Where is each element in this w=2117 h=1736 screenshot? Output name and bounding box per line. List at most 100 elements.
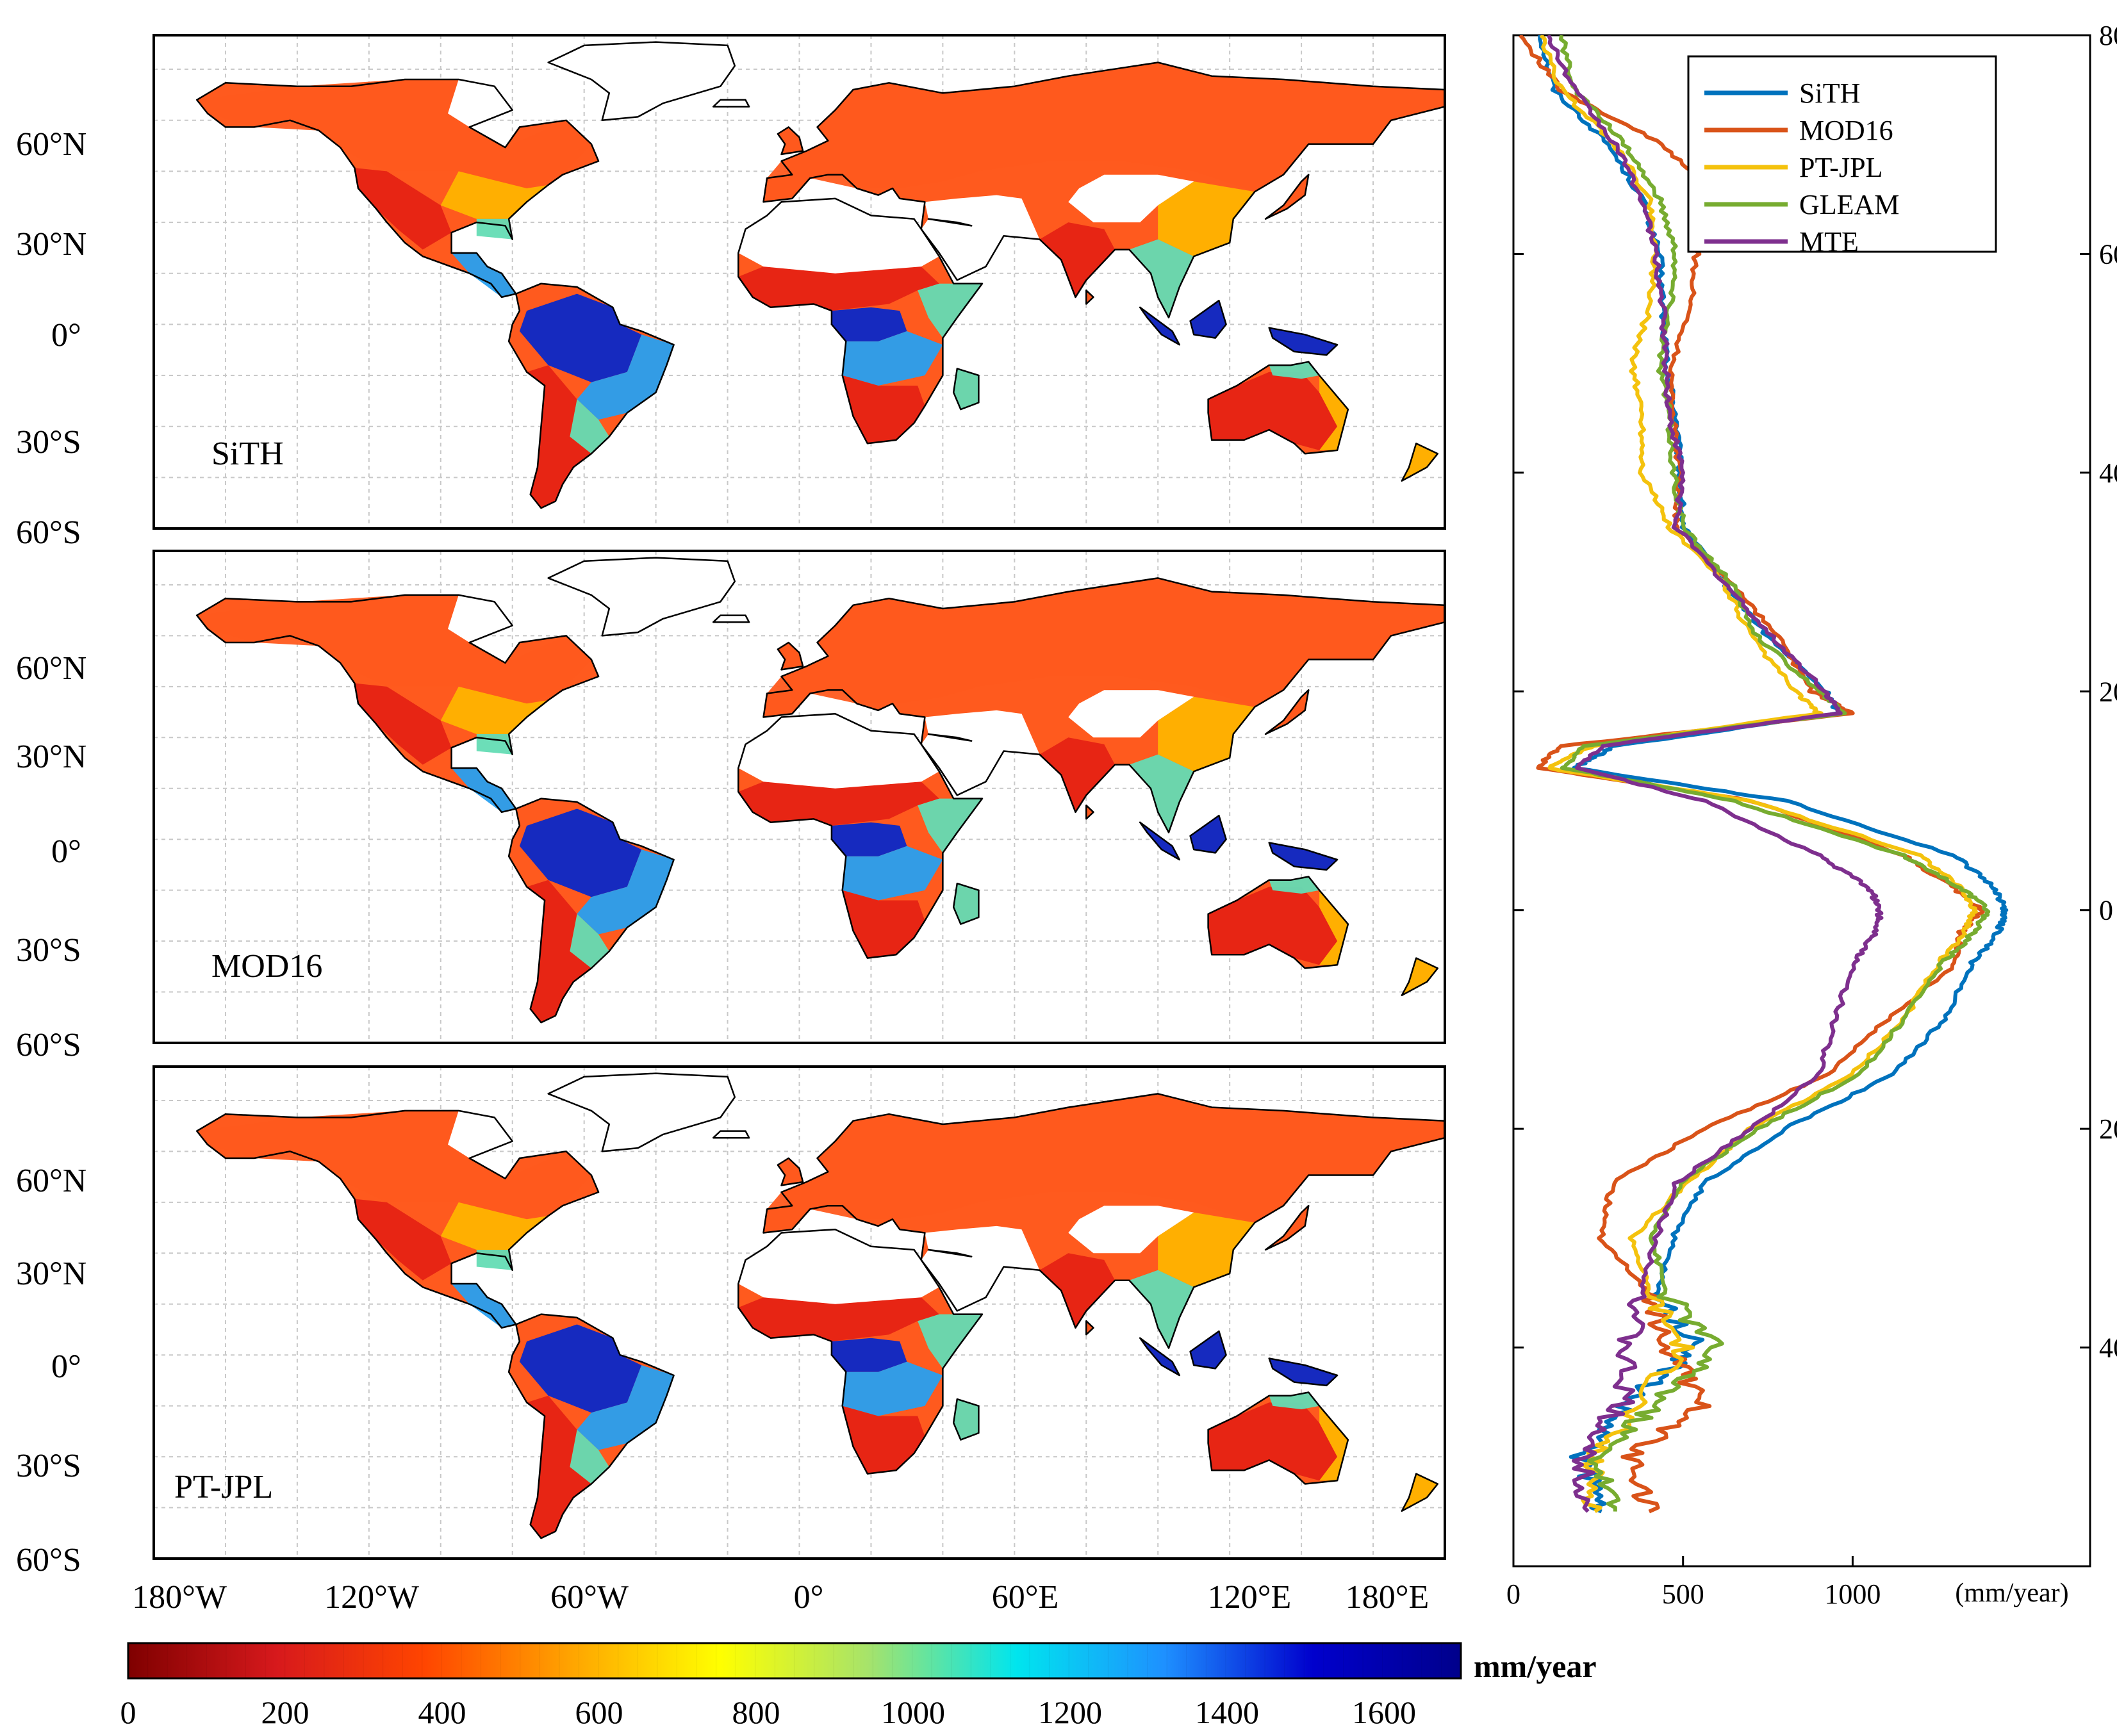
lat-tick-label: 60°S	[16, 1542, 81, 1578]
no-data-region	[548, 557, 735, 636]
y-tick-label: 0	[2099, 895, 2113, 926]
et-region-savanna	[570, 913, 609, 969]
colorbar-ticks: 0 200 400 600 800 1000 1200 1400 1600	[120, 1694, 1417, 1730]
et-region-rainforest	[831, 1338, 907, 1372]
coastline-iceland	[712, 99, 750, 108]
lon-tick-label: 180°E	[1346, 1579, 1429, 1616]
et-region-arid	[842, 890, 925, 958]
no-data-region	[713, 99, 750, 107]
et-region-arid	[738, 266, 939, 311]
et-region-rainforest	[1269, 842, 1338, 870]
coastline-africa	[737, 1228, 984, 1475]
map-panel-sith: SiTH	[152, 34, 1446, 530]
map-panel-mod16: MOD16	[152, 550, 1446, 1044]
coastline-borneo	[1189, 814, 1227, 854]
y-tick-label: 40° S	[2099, 1332, 2117, 1364]
et-region-savanna	[953, 1399, 979, 1440]
chart-series-lines	[1519, 35, 2009, 1514]
lat-tick-label: 30°N	[16, 739, 86, 775]
et-region-boreal	[763, 1093, 1445, 1233]
coastline-greenland	[547, 1072, 736, 1152]
et-region-tropics	[451, 252, 516, 297]
et-region-temperate	[440, 1202, 548, 1250]
et-region-arid	[1039, 222, 1116, 297]
chart-x-axis-label: (mm/year)	[1955, 1578, 2068, 1608]
et-region-arid	[1208, 372, 1338, 450]
et-region-savanna	[1269, 876, 1320, 894]
legend-label: SiTH	[1799, 78, 1860, 109]
no-data-region	[1068, 174, 1194, 223]
et-region-temperate	[1158, 1212, 1255, 1288]
chart-legend: SiTH MOD16 PT-JPL GLEAM MTE	[1687, 55, 1997, 258]
coastline-madagascar	[952, 368, 980, 411]
coastline-newGuinea	[1268, 1357, 1339, 1387]
map-label: PT-JPL	[174, 1469, 273, 1505]
coastline-arabiaCut	[927, 1249, 973, 1257]
coastline-newGuinea	[1268, 842, 1339, 871]
et-region-arid	[527, 1395, 591, 1539]
et-region-rainforest	[1190, 1331, 1226, 1369]
lon-tick-label: 120°E	[1208, 1579, 1292, 1616]
series-line-mte	[1547, 35, 1884, 1513]
coastline-madagascar	[952, 882, 980, 925]
et-region-tropics	[842, 1361, 943, 1416]
lon-tick-label: 120°W	[324, 1579, 419, 1616]
coastline-sumatra	[1139, 821, 1181, 861]
coastline-sumatra	[1139, 1337, 1181, 1377]
coastline-nz	[1401, 1473, 1439, 1512]
coastline-sriLanka	[1085, 290, 1094, 305]
et-region-arid	[1039, 737, 1116, 812]
map-lon-labels: 180°W 120°W 60°W 0° 60°E 120°E 180°E	[132, 1579, 1429, 1616]
series-line-gleam	[1558, 35, 1991, 1512]
et-region-rainforest	[831, 822, 907, 856]
lon-tick-label: 180°W	[132, 1579, 227, 1616]
et-region-savanna	[1129, 1270, 1194, 1348]
colorbar-tick-label: 400	[418, 1694, 466, 1730]
et-region-temperate	[1401, 1473, 1438, 1511]
no-data-region	[448, 1110, 513, 1158]
et-region-savanna	[953, 883, 979, 924]
no-data-region	[713, 1131, 750, 1138]
no-data-region	[548, 42, 735, 120]
et-region-arid	[354, 168, 452, 250]
et-region-savanna	[570, 399, 609, 454]
colorbar-tick-label: 1400	[1195, 1694, 1259, 1730]
et-region-rainforest	[1190, 300, 1226, 338]
map-landmasses	[195, 557, 1445, 1024]
et-region-tropics	[451, 1284, 516, 1328]
lat-tick-label: 30°S	[16, 932, 81, 969]
et-region-arid	[842, 375, 925, 444]
et-region-savanna	[1129, 239, 1194, 318]
y-tick-label: 80° N	[2099, 20, 2117, 51]
et-region-temperate	[1319, 375, 1348, 450]
lon-tick-label: 0°	[794, 1579, 824, 1616]
no-data-region	[1068, 1206, 1194, 1254]
y-tick-label: 20° S	[2099, 1113, 2117, 1145]
coastline-iceland	[712, 614, 750, 623]
et-region-arid	[842, 1405, 925, 1474]
et-region-arid	[1208, 887, 1338, 965]
chart-x-tick-labels: 0 500 1000	[1506, 1578, 1881, 1610]
et-region-temperate	[1158, 181, 1255, 257]
y-tick-label: 40° N	[2099, 457, 2117, 489]
coastline-australia	[1207, 1391, 1349, 1485]
et-region-tropics	[842, 846, 943, 901]
no-data-region	[448, 594, 513, 643]
coastline-southAmerica	[507, 1313, 675, 1539]
et-region-tropics	[577, 849, 674, 935]
map-lat-labels: 60°N 30°N 0° 30°S 60°S	[16, 650, 86, 1063]
map-lat-labels: 60°N 30°N 0° 30°S 60°S	[16, 126, 86, 551]
coastline-sriLanka	[1085, 804, 1094, 820]
et-region-arid	[354, 683, 452, 765]
no-data-region	[713, 615, 750, 623]
et-region-rainforest	[1140, 822, 1180, 860]
coastline-eurasia	[762, 61, 1445, 319]
no-data-region	[548, 1073, 735, 1152]
map-lat-labels: 60°N 30°N 0° 30°S 60°S	[16, 1163, 86, 1578]
landmass-sriLanka	[1086, 290, 1094, 304]
legend-label: MOD16	[1799, 115, 1893, 146]
colorbar-unit: mm/year	[1474, 1648, 1597, 1684]
coastline-northAmerica	[195, 594, 600, 814]
no-data-region	[1068, 690, 1194, 738]
